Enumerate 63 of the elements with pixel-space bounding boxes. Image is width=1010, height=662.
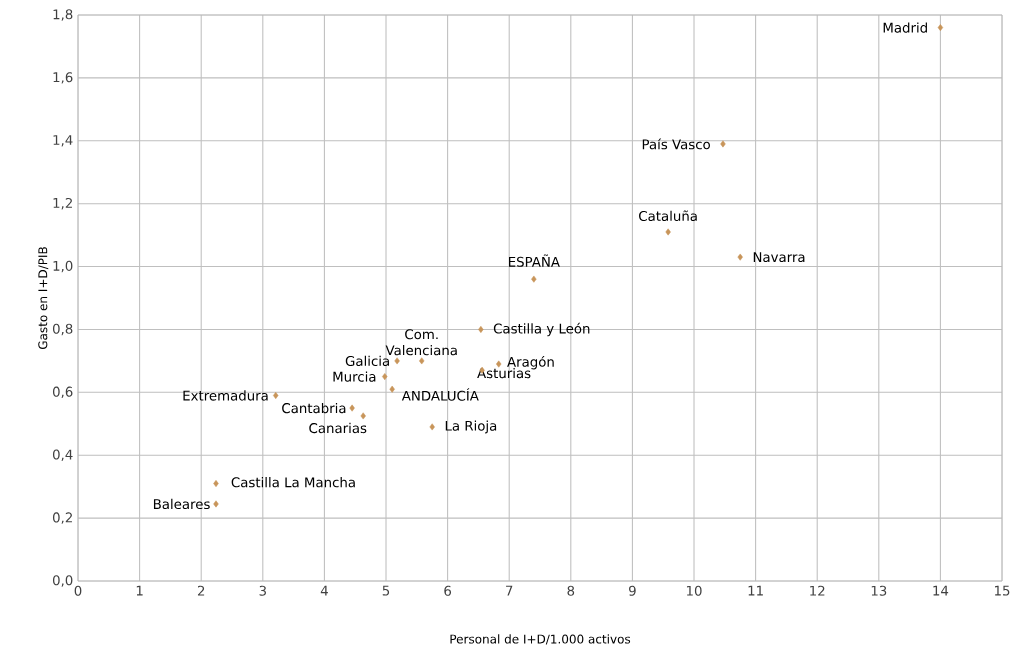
annotation: Baleares — [153, 498, 210, 510]
point — [478, 325, 484, 333]
annotation: ESPAÑA — [509, 254, 560, 267]
point — [429, 423, 435, 431]
x-tick-label: 5 — [382, 585, 390, 596]
x-tick-label: 3 — [259, 585, 266, 596]
point — [419, 357, 425, 365]
point — [273, 392, 279, 399]
annotation: Extremadura — [183, 390, 268, 401]
x-tick-label: 9 — [629, 585, 636, 596]
x-tick-label: 7 — [506, 585, 513, 596]
y-tick-label: 1,4 — [53, 135, 73, 147]
annotation: Cantabria — [282, 402, 346, 414]
annotation: Aragón — [507, 355, 554, 370]
annotation: ANDALUCÍA — [401, 388, 479, 401]
point — [213, 480, 219, 487]
annotation: Cataluña — [639, 210, 697, 222]
point — [531, 275, 537, 283]
annotation: Galicia — [345, 355, 389, 367]
point — [360, 412, 366, 420]
y-tick-label: 0,0 — [52, 575, 73, 587]
y-tick-label: 1,6 — [53, 72, 73, 84]
annotation: Castilla La Mancha — [231, 477, 355, 488]
annotation: Murcia — [333, 371, 376, 382]
annotation: País Vasco — [642, 138, 710, 150]
point — [720, 140, 726, 148]
y-axis-title: Gasto en I+D/PIB — [38, 247, 49, 350]
point — [665, 228, 671, 236]
x-tick-label: 12 — [810, 585, 825, 596]
x-tick-label: 1 — [136, 585, 143, 596]
x-tick-label: 8 — [567, 585, 575, 596]
point — [937, 24, 944, 32]
annotation: Navarra — [753, 252, 805, 263]
annotation: Asturias — [477, 367, 531, 379]
y-tick-label: 1,8 — [53, 9, 73, 21]
x-tick-label: 6 — [444, 585, 452, 596]
annotation: Canarias — [309, 422, 367, 434]
point — [394, 357, 400, 365]
y-tick-label: 1,0 — [53, 260, 73, 273]
point — [213, 500, 219, 508]
y-tick-label: 0,4 — [52, 449, 73, 461]
x-tick-label: 11 — [748, 585, 763, 596]
x-tick-label: 14 — [933, 585, 949, 596]
x-tick-label: 0 — [74, 585, 82, 596]
point — [389, 385, 395, 393]
point — [349, 404, 355, 412]
y-tick-label: 0,8 — [52, 323, 73, 336]
x-tick-label: 13 — [871, 585, 887, 596]
x-axis-title: Personal de I+D/1.000 activos — [450, 634, 631, 645]
y-tick-label: 1,2 — [53, 197, 72, 210]
y-tick-label: 0,2 — [52, 512, 72, 524]
x-tick-label: 2 — [197, 585, 205, 596]
y-tick-label: 0,6 — [52, 386, 73, 399]
point — [496, 360, 502, 368]
annotation: La Rioja — [445, 420, 497, 434]
annotation: Com. Valenciana — [385, 329, 457, 356]
point — [737, 253, 743, 261]
x-tick-label: 15 — [994, 585, 1010, 596]
x-tick-label: 10 — [686, 585, 702, 596]
annotation: Castilla y León — [493, 322, 590, 337]
point — [382, 373, 388, 381]
x-tick-label: 4 — [320, 585, 328, 596]
annotation: Madrid — [883, 22, 927, 33]
